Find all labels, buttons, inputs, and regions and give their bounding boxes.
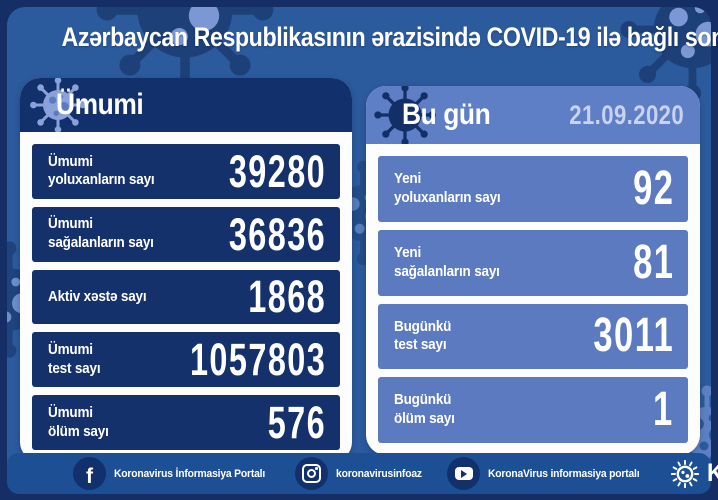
- stat-value: 1057803: [189, 334, 326, 386]
- stat-label-line2: sağalanların sayı: [394, 262, 500, 280]
- koronavirus-info-logo: KoronaVirus info: [669, 458, 718, 490]
- stat-row-today-tests: Bugünkü test sayı 3011: [378, 303, 688, 370]
- today-panel: Bu gün 21.09.2020 Yeni yoluxanların sayı…: [366, 86, 700, 455]
- stat-label: Ümumi test sayı: [48, 341, 106, 379]
- stat-label-line1: Aktiv xəstə sayı: [48, 287, 147, 305]
- youtube-label: KoronaVirus informasiya portalı: [488, 467, 640, 480]
- stat-value: 576: [267, 397, 326, 449]
- stat-row-today-deaths: Bugünkü ölüm sayı 1: [378, 377, 688, 443]
- stat-label-line2: ölüm sayı: [48, 422, 109, 440]
- stat-row-active-patients: Aktiv xəstə sayı 1868: [32, 269, 340, 325]
- stat-label-line2: sağalanların sayı: [48, 234, 154, 252]
- stat-value: 81: [632, 235, 674, 289]
- report-date: 21.09.2020: [569, 99, 684, 130]
- stat-label: Bugünkü test sayı: [394, 318, 458, 356]
- stat-value: 39280: [228, 145, 326, 197]
- stat-label-line1: Ümumi: [48, 341, 93, 359]
- totals-panel-body: Ümumi yoluxanların sayı 39280 Ümumi sağa…: [20, 132, 352, 462]
- facebook-link[interactable]: f Koronavirus İnformasiya Portalı: [73, 457, 275, 490]
- stat-value: 92: [632, 161, 674, 215]
- stat-label-line2: ölüm sayı: [394, 410, 455, 428]
- facebook-label: Koronavirus İnformasiya Portalı: [114, 467, 266, 480]
- today-panel-header: Bu gün 21.09.2020: [366, 86, 700, 144]
- stat-label: Ümumi yoluxanların sayı: [48, 153, 166, 191]
- stat-label-line1: Yeni: [394, 243, 422, 261]
- brand-name: KoronaVirus: [707, 459, 718, 488]
- totals-panel-header: Ümumi: [20, 78, 352, 132]
- youtube-icon: [447, 457, 481, 490]
- stat-label: Aktiv xəstə sayı: [48, 288, 157, 307]
- stat-label-line2: test sayı: [394, 336, 447, 354]
- stat-label: Ümumi sağalanların sayı: [48, 215, 166, 253]
- youtube-link[interactable]: KoronaVirus informasiya portalı: [447, 457, 649, 490]
- stat-label-line1: Yeni: [394, 170, 422, 188]
- today-panel-title: Bu gün: [402, 98, 491, 131]
- facebook-icon: f: [73, 457, 106, 490]
- stat-value: 3011: [593, 309, 674, 363]
- stat-label-line1: Bugünkü: [394, 391, 452, 409]
- stat-row-total-recovered: Ümumi sağalanların sayı 36836: [32, 206, 340, 262]
- footer: f Koronavirus İnformasiya Portalı korona…: [7, 453, 718, 494]
- instagram-label: koronavirusinfoaz: [335, 467, 422, 480]
- totals-panel-title: Ümumi: [56, 88, 144, 121]
- instagram-icon: [294, 457, 328, 490]
- stat-label: Bugünkü ölüm sayı: [394, 391, 461, 429]
- stat-row-new-infected: Yeni yoluxanların sayı 92: [378, 156, 688, 222]
- totals-panel: Ümumi Ümumi yoluxanların sayı 39280 Ümum…: [20, 78, 352, 462]
- stat-value: 1868: [248, 271, 326, 323]
- stat-label: Yeni sağalanların sayı: [394, 244, 512, 282]
- stat-label-line2: test sayı: [48, 359, 101, 377]
- page-title: Azərbaycan Respublikasının ərazisində CO…: [0, 22, 718, 53]
- stat-value: 36836: [228, 208, 326, 260]
- stat-label-line2: yoluxanların sayı: [48, 171, 155, 189]
- stat-row-total-infected: Ümumi yoluxanların sayı 39280: [32, 144, 340, 199]
- stat-label-line2: yoluxanların sayı: [394, 188, 501, 206]
- stat-row-total-tests: Ümumi test sayı 1057803: [32, 332, 340, 388]
- today-panel-body: Yeni yoluxanların sayı 92 Yeni sağalanla…: [366, 144, 700, 455]
- stat-label-line1: Ümumi: [48, 152, 93, 170]
- stat-label: Yeni yoluxanların sayı: [394, 170, 512, 208]
- stat-label-line1: Ümumi: [48, 403, 93, 421]
- instagram-link[interactable]: koronavirusinfoaz: [294, 457, 427, 490]
- stat-label-line1: Bugünkü: [394, 317, 452, 335]
- stat-row-new-recovered: Yeni sağalanların sayı 81: [378, 229, 688, 296]
- stat-value: 1: [653, 383, 674, 437]
- page-title-text: Azərbaycan Respublikasının ərazisində CO…: [61, 22, 718, 52]
- stat-row-total-deaths: Ümumi ölüm sayı 576: [32, 395, 340, 450]
- stat-label-line1: Ümumi: [48, 215, 93, 233]
- stat-label: Ümumi ölüm sayı: [48, 404, 115, 442]
- virus-logo-icon: [670, 459, 700, 488]
